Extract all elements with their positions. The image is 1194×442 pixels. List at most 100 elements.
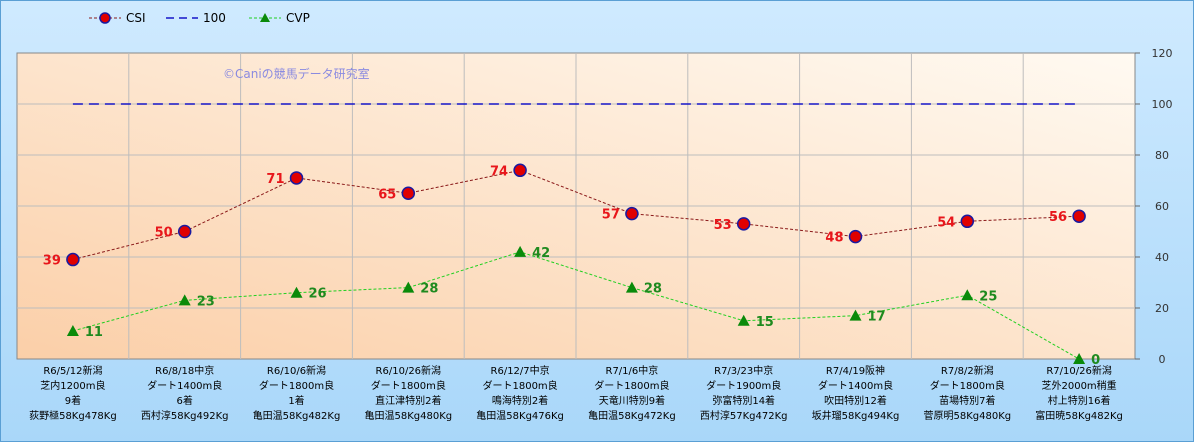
legend-label: CSI xyxy=(126,11,146,25)
x-category-line: 坂井瑠58Kg494Kg xyxy=(812,409,900,422)
cvp-point xyxy=(1073,353,1086,364)
legend-label: CVP xyxy=(286,11,310,25)
x-category-line: R6/5/12新潟 xyxy=(43,364,102,377)
x-category-line: 亀田温58Kg472Kg xyxy=(588,409,676,422)
csi-point xyxy=(513,163,527,178)
y-tick-label: 60 xyxy=(1155,200,1169,213)
csi-data-label: 53 xyxy=(714,218,732,233)
cvp-point xyxy=(178,294,191,306)
cvp-data-label: 0 xyxy=(1091,353,1100,368)
csi-data-label: 50 xyxy=(155,226,173,241)
cvp-point xyxy=(961,289,974,301)
x-category-line: 芝外2000m稍重 xyxy=(1041,379,1116,392)
cvp-data-label: 42 xyxy=(532,246,550,261)
x-category-line: ダート1800m良 xyxy=(930,379,1005,392)
legend-item-100: 100 xyxy=(166,11,226,25)
series-cvp-line xyxy=(72,251,1080,360)
csi-point xyxy=(960,214,975,229)
cvp-point xyxy=(402,281,415,293)
x-category-line: R7/1/6中京 xyxy=(606,364,659,377)
cvp-data-label: 28 xyxy=(420,282,438,297)
csi-data-label: 65 xyxy=(378,187,396,202)
x-category-line: 村上特別16着 xyxy=(1048,394,1111,407)
legend-item-csi: CSI xyxy=(89,11,146,25)
legend: CSI 100 CVP xyxy=(89,11,310,25)
x-category-line: 吹田特別12着 xyxy=(824,394,887,407)
x-category-line: 鳴海特別2着 xyxy=(492,394,548,407)
cvp-data-label: 23 xyxy=(197,294,215,309)
x-category-line: 菅原明58Kg480Kg xyxy=(923,410,1011,422)
x-category-line: ダート1800m良 xyxy=(371,379,446,392)
cvp-data-label: 28 xyxy=(644,282,662,297)
x-category-line: 9着 xyxy=(65,394,81,407)
csi-data-label: 48 xyxy=(825,231,843,246)
y-tick-label: 0 xyxy=(1159,353,1166,366)
cvp-point xyxy=(849,309,862,321)
csi-point xyxy=(66,252,80,267)
x-category-line: 弥富特別14着 xyxy=(712,394,775,407)
x-category-line: 芝内1200m良 xyxy=(40,379,105,392)
x-category-line: R6/10/6新潟 xyxy=(267,364,326,377)
cvp-point xyxy=(514,245,527,257)
cvp-point xyxy=(625,281,638,293)
x-category-line: 西村淳58Kg492Kg xyxy=(141,409,229,422)
csi-data-label: 39 xyxy=(43,254,61,269)
csi-point xyxy=(1072,209,1086,223)
csi-data-label: 57 xyxy=(602,208,620,223)
cvp-data-label: 26 xyxy=(309,287,327,302)
csi-point xyxy=(177,224,192,239)
x-category-line: 荻野極58Kg478Kg xyxy=(29,409,117,422)
x-category-line: ダート1900m良 xyxy=(706,379,781,392)
x-category-line: 天竜川特別9着 xyxy=(599,394,665,407)
x-category-line: 直江津特別2着 xyxy=(375,394,441,407)
x-category-line: ダート1400m良 xyxy=(147,379,222,392)
series-layer: 11 23 26 28 42 28 15 17 25 0 39 50 71 65 74 57 53 48 54 56 xyxy=(43,103,1100,368)
x-category-line: ダート1800m良 xyxy=(594,379,669,392)
series-csi-line xyxy=(72,169,1080,261)
x-category-line: 亀田温58Kg480Kg xyxy=(364,409,452,422)
x-category-line: 6着 xyxy=(177,394,193,407)
csi-point xyxy=(289,171,304,185)
cvp-point xyxy=(66,324,79,336)
x-category-line: 1着 xyxy=(288,394,304,407)
csi-data-label: 56 xyxy=(1049,210,1067,225)
csi-data-label: 74 xyxy=(490,164,508,179)
csi-point xyxy=(848,229,863,244)
legend-item-cvp: CVP xyxy=(249,11,310,25)
legend-cvp-marker xyxy=(260,13,270,22)
x-category-line: R6/12/7中京 xyxy=(491,364,550,377)
x-category-line: ダート1800m良 xyxy=(259,379,334,392)
y-axis: 0 20 40 60 80 100 120 xyxy=(1135,47,1173,366)
cvp-data-label: 11 xyxy=(85,325,103,340)
cvp-data-label: 25 xyxy=(979,289,997,304)
y-tick-label: 40 xyxy=(1155,251,1169,264)
x-category-line: R7/3/23中京 xyxy=(714,364,773,377)
csi-point xyxy=(736,217,751,231)
y-tick-label: 100 xyxy=(1152,98,1173,111)
legend-label: 100 xyxy=(203,11,226,25)
x-category-line: R7/8/2新潟 xyxy=(941,364,994,377)
x-category-line: ダート1800m良 xyxy=(482,379,557,392)
x-category-line: R7/4/19阪神 xyxy=(826,364,885,377)
cvp-point xyxy=(290,286,303,298)
y-tick-label: 120 xyxy=(1152,47,1173,60)
y-tick-label: 20 xyxy=(1155,302,1169,315)
x-category-line: R6/8/18中京 xyxy=(155,364,214,377)
x-category-line: R7/10/26新潟 xyxy=(1046,364,1112,377)
cvp-data-label: 17 xyxy=(868,310,886,325)
watermark-text: ©Caniの競馬データ研究室 xyxy=(223,66,370,81)
x-category-line: 富田暁58Kg482Kg xyxy=(1035,409,1123,422)
x-category-line: 亀田温58Kg476Kg xyxy=(476,409,564,422)
csi-point xyxy=(625,206,639,221)
csi-data-label: 54 xyxy=(937,215,955,230)
csi-point xyxy=(401,186,416,200)
x-category-line: 西村淳57Kg472Kg xyxy=(700,409,788,422)
